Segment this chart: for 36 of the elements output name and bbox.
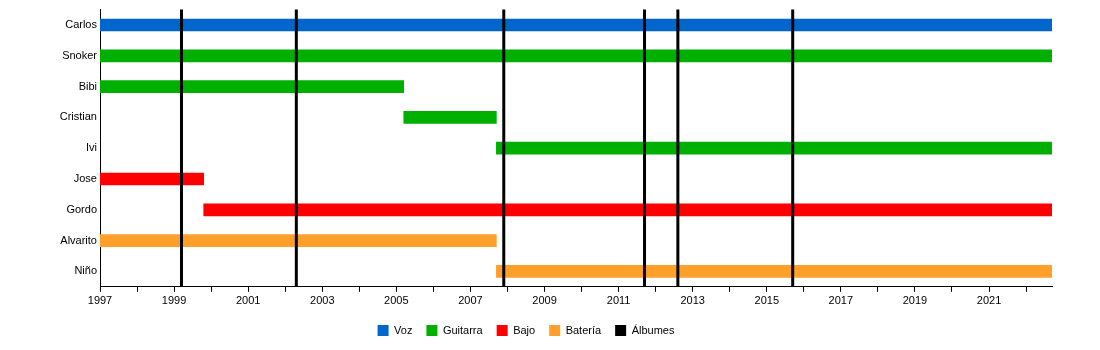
bar <box>403 111 497 124</box>
x-tick-label: 2009 <box>532 294 557 307</box>
y-tick-label: Niño <box>74 264 97 277</box>
bar <box>203 203 1052 217</box>
bar <box>100 234 497 247</box>
x-tick-label: 2007 <box>458 294 483 307</box>
x-tick-label: 1999 <box>161 294 187 307</box>
y-tick-label: Carlos <box>65 18 98 31</box>
x-tick-label: 2013 <box>680 294 705 307</box>
x-tick-label: 2005 <box>384 294 409 307</box>
y-tick-label: Bibi <box>78 79 97 92</box>
y-tick-label: Ivi <box>86 141 97 154</box>
bar <box>496 141 1052 155</box>
x-tick-label: 2021 <box>976 294 1002 307</box>
bar <box>100 49 1052 63</box>
x-tick-label: 2017 <box>828 294 854 307</box>
x-tick-label: 2011 <box>606 294 631 307</box>
y-tick-label: Cristian <box>59 110 97 123</box>
legend-label: Bajo <box>513 323 536 336</box>
legend-label: Voz <box>394 323 413 336</box>
legend-label: Álbumes <box>631 323 675 336</box>
y-tick-label: Jose <box>73 172 97 185</box>
legend-label: Guitarra <box>442 323 484 336</box>
x-tick-label: 2001 <box>235 294 261 307</box>
bar <box>496 265 1052 278</box>
x-tick-label: 2003 <box>310 294 335 307</box>
bar <box>100 18 1052 32</box>
bar <box>100 172 205 186</box>
bar <box>100 80 405 93</box>
x-tick-label: 2015 <box>754 294 780 307</box>
y-tick-label: Gordo <box>66 202 97 215</box>
x-tick-label: 2019 <box>902 294 928 307</box>
y-tick-label: Alvarito <box>60 233 97 246</box>
legend-label: Batería <box>565 323 603 336</box>
x-tick-label: 1997 <box>87 294 113 307</box>
y-tick-label: Snoker <box>62 48 98 61</box>
